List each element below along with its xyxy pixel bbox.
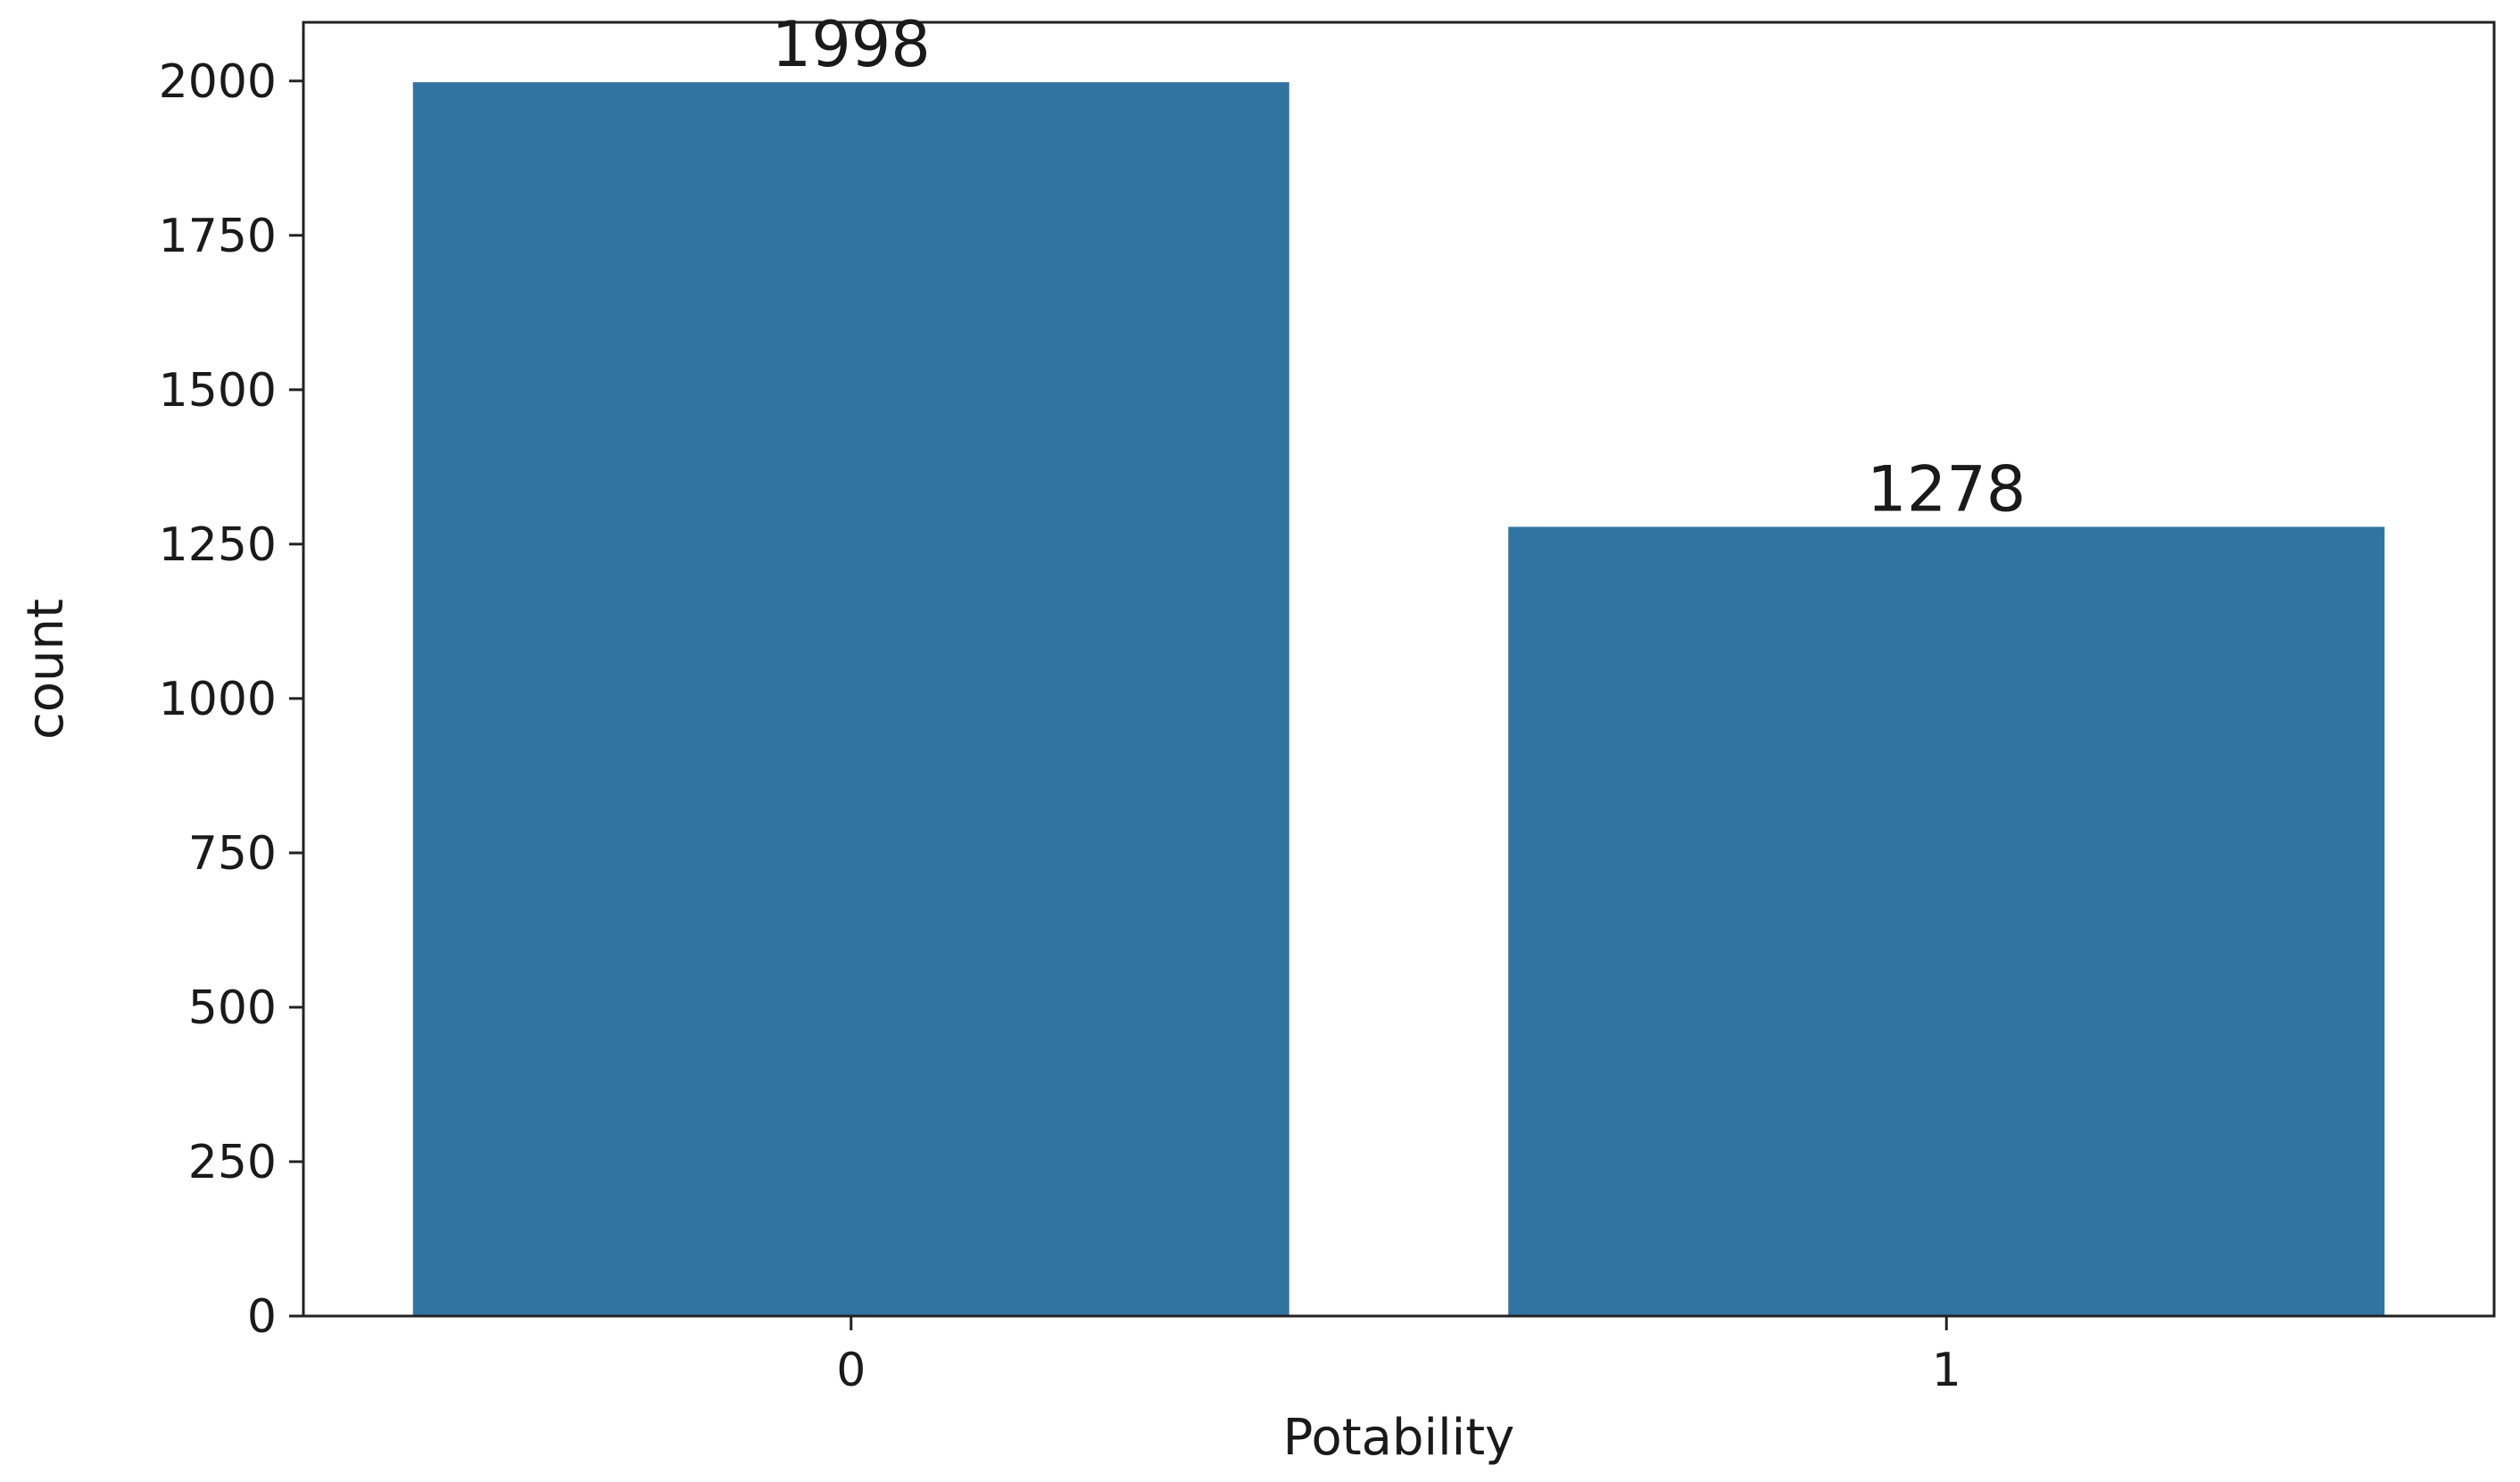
y-axis: 0 250 500 750 1000 1250 1500 1750 2000 (159, 55, 303, 1344)
y-tick-label: 250 (188, 1136, 277, 1189)
y-tick-label: 0 (247, 1290, 277, 1344)
bar-value-label: 1998 (772, 8, 931, 81)
y-tick-label: 500 (188, 981, 277, 1035)
bars (412, 82, 2385, 1317)
x-tick-label: 1 (1932, 1344, 1961, 1397)
bar-1 (1508, 526, 2385, 1316)
y-tick-label: 1000 (159, 673, 277, 726)
y-tick-label: 1250 (159, 518, 277, 572)
x-tick-label: 0 (836, 1344, 866, 1397)
bar-0 (412, 82, 1289, 1317)
bar-data-labels: 1998 1278 (772, 8, 2027, 526)
y-tick-label: 2000 (159, 55, 277, 109)
x-axis-label: Potability (1283, 1409, 1515, 1467)
y-tick-label: 750 (188, 827, 277, 881)
bar-value-label: 1278 (1867, 452, 2026, 526)
y-tick-label: 1750 (159, 210, 277, 263)
y-tick-label: 1500 (159, 364, 277, 418)
y-axis-label: count (17, 599, 75, 740)
plot-frame (302, 21, 2496, 1318)
